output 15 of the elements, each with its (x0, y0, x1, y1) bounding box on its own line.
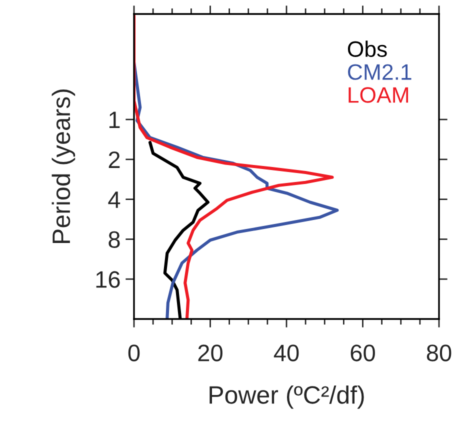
x-tick-label: 20 (198, 344, 222, 362)
text: CM2.1 (348, 64, 412, 80)
x-axis-title: Power (ºC²/df) (210, 385, 364, 409)
y-tick-label: 16 (96, 271, 120, 288)
y-tick-label: 1 (109, 112, 120, 128)
y-axis-title: Period (years) (52, 90, 76, 243)
y-tick-label: 2 (108, 151, 120, 168)
x-tick-label: 40 (274, 344, 299, 362)
x-tick-label: 0 (128, 344, 140, 362)
text: LOAM (348, 87, 408, 103)
x-tick-label: 60 (350, 344, 375, 362)
y-tick-label: 4 (108, 192, 120, 208)
y-tick-label: 8 (108, 231, 120, 248)
x-tick-label: 80 (426, 344, 452, 362)
text: Obs (348, 40, 387, 57)
